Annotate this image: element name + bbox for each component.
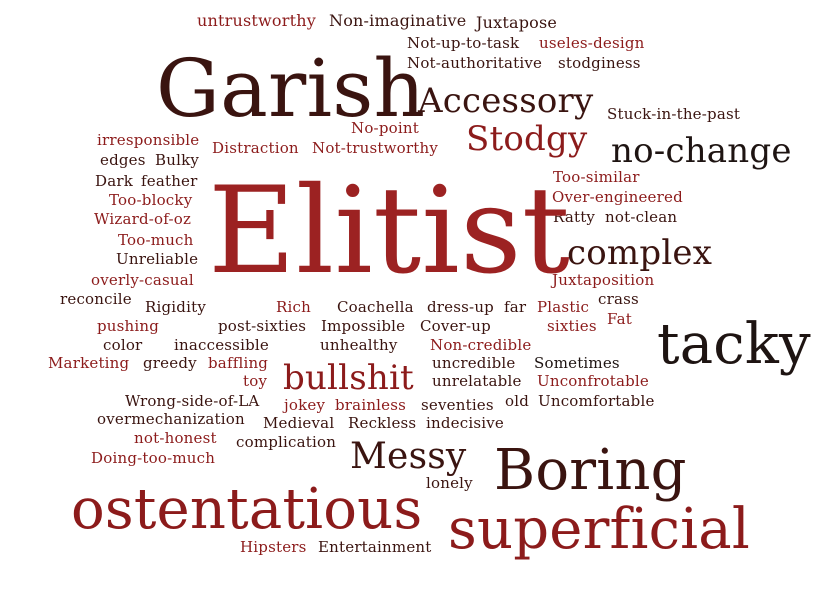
- word-stuck-in-the-past: Stuck-in-the-past: [607, 105, 741, 123]
- word-baffling: baffling: [208, 354, 269, 372]
- word-post-sixties: post-sixties: [218, 317, 307, 335]
- word-feather: feather: [141, 172, 198, 190]
- word-uncomfortable: Uncomfortable: [538, 392, 655, 410]
- word-wrong-side-of-la: Wrong-side-of-LA: [125, 392, 260, 410]
- word-indecisive: indecisive: [426, 414, 504, 432]
- word-over-engineered: Over-engineered: [552, 188, 683, 206]
- word-ostentatious: ostentatious: [71, 477, 423, 542]
- word-not-authoritative: Not-authoritative: [407, 54, 543, 72]
- word-greedy: greedy: [143, 354, 197, 372]
- word-no-point: No-point: [351, 119, 419, 137]
- word-complication: complication: [236, 433, 337, 451]
- word-juxtaposition: Juxtaposition: [552, 271, 655, 289]
- word-dark: Dark: [95, 172, 134, 190]
- word-medieval: Medieval: [263, 414, 335, 432]
- word-dress-up: dress-up: [427, 298, 494, 316]
- word-complex: complex: [567, 233, 713, 273]
- word-bulky: Bulky: [155, 151, 200, 169]
- word-bullshit: bullshit: [283, 358, 414, 398]
- word-juxtapose: Juxtapose: [476, 13, 558, 32]
- word-rigidity: Rigidity: [145, 298, 206, 316]
- word-distraction: Distraction: [212, 139, 299, 157]
- word-too-similar: Too-similar: [553, 168, 640, 186]
- word-sixties: sixties: [547, 317, 597, 335]
- word-no-change: no-change: [611, 131, 792, 171]
- word-non-imaginative: Non-imaginative: [329, 11, 467, 30]
- word-unconfrotable: Unconfrotable: [537, 372, 649, 390]
- word-sometimes: Sometimes: [534, 354, 620, 372]
- word-inaccessible: inaccessible: [174, 336, 269, 354]
- word-marketing: Marketing: [48, 354, 130, 372]
- word-unreliable: Unreliable: [116, 250, 199, 268]
- word-elitist: Elitist: [208, 162, 571, 301]
- word-unhealthy: unhealthy: [320, 336, 398, 354]
- word-uncredible: uncredible: [432, 354, 516, 372]
- word-garish: Garish: [156, 42, 426, 135]
- word-boring: Boring: [494, 438, 687, 503]
- word-reconcile: reconcile: [60, 290, 132, 308]
- word-not-up-to-task: Not-up-to-task: [407, 34, 520, 52]
- word-hipsters: Hipsters: [240, 538, 307, 556]
- word-overly-casual: overly-casual: [91, 271, 194, 289]
- word-coachella: Coachella: [337, 298, 414, 316]
- word-impossible: Impossible: [321, 317, 406, 335]
- word-accessory: Accessory: [418, 81, 594, 121]
- word-too-blocky: Too-blocky: [109, 191, 193, 209]
- word-wizard-of-oz: Wizard-of-oz: [94, 210, 192, 228]
- word-edges: edges: [100, 151, 146, 169]
- word-not-trustworthy: Not-trustworthy: [312, 139, 439, 157]
- word-not-clean: not-clean: [605, 208, 678, 226]
- word-crass: crass: [598, 290, 639, 308]
- word-pushing: pushing: [97, 317, 160, 335]
- word-messy: Messy: [350, 436, 467, 477]
- word-not-honest: not-honest: [134, 429, 217, 447]
- word-unrelatable: unrelatable: [432, 372, 522, 390]
- word-superficial: superficial: [448, 497, 750, 562]
- word-irresponsible: irresponsible: [97, 131, 200, 149]
- word-too-much: Too-much: [118, 231, 194, 249]
- word-seventies: seventies: [421, 396, 494, 414]
- word-lonely: lonely: [426, 474, 473, 492]
- word-non-credible: Non-credible: [430, 336, 532, 354]
- word-cover-up: Cover-up: [420, 317, 491, 335]
- word-reckless: Reckless: [348, 414, 417, 432]
- word-far: far: [504, 298, 527, 316]
- word-old: old: [505, 392, 530, 410]
- word-rich: Rich: [276, 298, 311, 316]
- word-overmechanization: overmechanization: [97, 410, 245, 428]
- word-color: color: [103, 336, 143, 354]
- word-untrustworthy: untrustworthy: [197, 11, 316, 30]
- word-brainless: brainless: [335, 396, 407, 414]
- word-fat: Fat: [607, 310, 632, 328]
- word-useles-design: useles-design: [539, 34, 645, 52]
- word-doing-too-much: Doing-too-much: [91, 449, 216, 467]
- word-stodginess: stodginess: [558, 54, 641, 72]
- word-entertainment: Entertainment: [318, 538, 432, 556]
- word-plastic: Plastic: [537, 298, 590, 316]
- word-stodgy: Stodgy: [466, 119, 588, 159]
- word-ratty: Ratty: [553, 208, 596, 226]
- word-toy: toy: [243, 372, 268, 390]
- word-tacky: tacky: [657, 312, 811, 377]
- word-jokey: jokey: [284, 396, 326, 414]
